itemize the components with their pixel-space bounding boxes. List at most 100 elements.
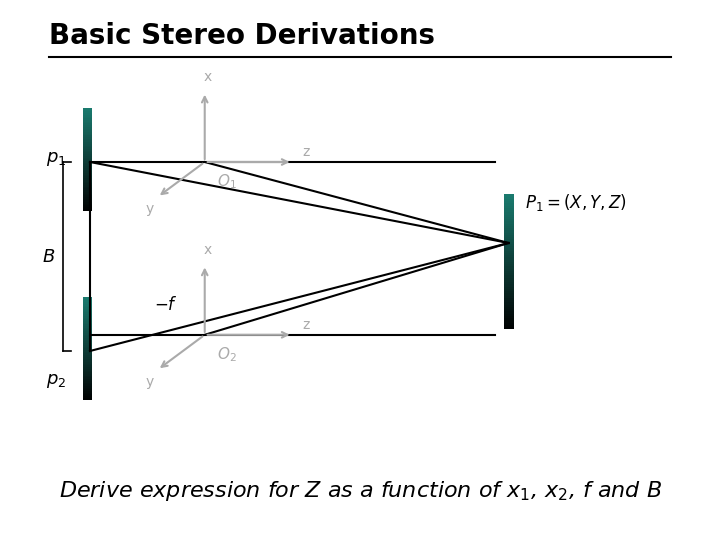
- Text: x: x: [204, 242, 212, 256]
- Bar: [83, 193, 92, 195]
- Bar: [505, 280, 514, 282]
- Bar: [83, 190, 92, 192]
- Bar: [83, 357, 92, 359]
- Bar: [505, 253, 514, 255]
- Bar: [83, 177, 92, 178]
- Bar: [505, 287, 514, 289]
- Bar: [505, 322, 514, 325]
- Bar: [83, 168, 92, 170]
- Bar: [505, 231, 514, 233]
- Text: z: z: [302, 145, 310, 159]
- Bar: [83, 180, 92, 181]
- Bar: [83, 354, 92, 355]
- Bar: [83, 151, 92, 152]
- Bar: [83, 118, 92, 120]
- Bar: [505, 210, 514, 212]
- Bar: [83, 156, 92, 158]
- Bar: [83, 394, 92, 396]
- Bar: [505, 318, 514, 320]
- Text: x: x: [204, 70, 212, 84]
- Bar: [505, 273, 514, 275]
- Bar: [505, 320, 514, 322]
- Bar: [83, 314, 92, 316]
- Text: Basic Stereo Derivations: Basic Stereo Derivations: [50, 22, 436, 50]
- Bar: [83, 306, 92, 307]
- Bar: [505, 325, 514, 327]
- Bar: [505, 264, 514, 266]
- Bar: [505, 316, 514, 318]
- Bar: [505, 212, 514, 214]
- Text: $P_1 = (X,Y,Z)$: $P_1 = (X,Y,Z)$: [526, 192, 627, 213]
- Bar: [83, 142, 92, 144]
- Bar: [83, 366, 92, 367]
- Bar: [505, 199, 514, 201]
- Text: Derive expression for Z as a function of $x_1$, $x_2$, $f$ and $B$: Derive expression for Z as a function of…: [58, 480, 662, 503]
- Bar: [83, 307, 92, 309]
- Bar: [83, 144, 92, 146]
- Bar: [83, 163, 92, 164]
- Bar: [83, 202, 92, 204]
- Text: $O_2$: $O_2$: [217, 345, 237, 364]
- Bar: [83, 335, 92, 336]
- Bar: [83, 398, 92, 400]
- Bar: [83, 178, 92, 180]
- Bar: [83, 343, 92, 345]
- Bar: [83, 130, 92, 132]
- Bar: [83, 139, 92, 140]
- Bar: [83, 316, 92, 318]
- Bar: [83, 338, 92, 340]
- Bar: [505, 217, 514, 219]
- Bar: [83, 111, 92, 113]
- Bar: [83, 386, 92, 388]
- Bar: [83, 147, 92, 149]
- Text: $B$: $B$: [42, 247, 55, 266]
- Bar: [83, 108, 92, 110]
- Bar: [83, 312, 92, 314]
- Bar: [83, 124, 92, 125]
- Bar: [83, 367, 92, 369]
- Bar: [505, 255, 514, 258]
- Bar: [505, 214, 514, 217]
- Bar: [83, 323, 92, 325]
- Bar: [505, 246, 514, 248]
- Bar: [83, 345, 92, 347]
- Bar: [83, 326, 92, 328]
- Bar: [83, 333, 92, 335]
- Bar: [83, 200, 92, 202]
- Bar: [83, 199, 92, 200]
- Bar: [505, 221, 514, 224]
- Bar: [83, 183, 92, 185]
- Bar: [83, 149, 92, 151]
- Bar: [83, 206, 92, 207]
- Bar: [505, 235, 514, 237]
- Bar: [83, 336, 92, 338]
- Bar: [505, 295, 514, 298]
- Bar: [83, 197, 92, 199]
- Bar: [83, 304, 92, 306]
- Bar: [83, 122, 92, 124]
- Text: $p_1$: $p_1$: [46, 150, 66, 168]
- Bar: [83, 192, 92, 193]
- Bar: [505, 302, 514, 305]
- Text: y: y: [146, 202, 154, 217]
- Bar: [83, 302, 92, 304]
- Bar: [83, 321, 92, 322]
- Bar: [83, 369, 92, 370]
- Bar: [83, 129, 92, 130]
- Bar: [505, 271, 514, 273]
- Bar: [83, 347, 92, 348]
- Bar: [505, 260, 514, 262]
- Bar: [505, 233, 514, 235]
- Bar: [505, 201, 514, 204]
- Bar: [83, 340, 92, 341]
- Bar: [505, 285, 514, 287]
- Bar: [505, 293, 514, 296]
- Bar: [83, 341, 92, 343]
- Bar: [505, 275, 514, 278]
- Bar: [83, 185, 92, 187]
- Bar: [505, 266, 514, 268]
- Bar: [83, 364, 92, 366]
- Bar: [83, 372, 92, 374]
- Bar: [505, 327, 514, 329]
- Bar: [505, 237, 514, 239]
